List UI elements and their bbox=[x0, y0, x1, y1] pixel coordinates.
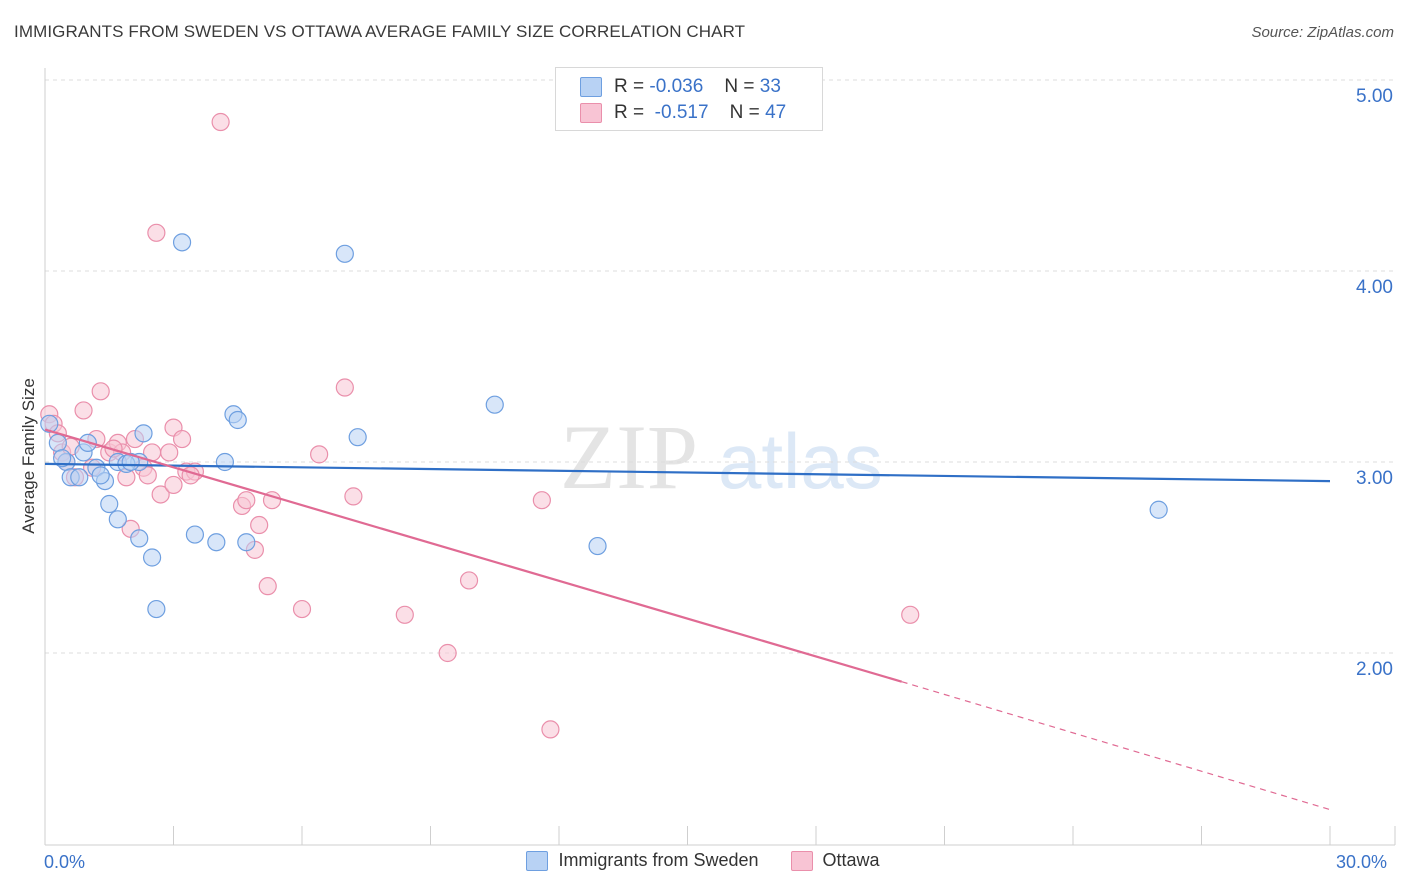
ottawa-point bbox=[164, 475, 183, 495]
data-points bbox=[40, 112, 1168, 739]
sweden-point bbox=[172, 233, 192, 252]
watermark-atlas: atlas bbox=[718, 417, 883, 505]
sweden-point bbox=[40, 414, 59, 433]
ottawa-point bbox=[160, 443, 179, 462]
y-axis-label: Average Family Size bbox=[19, 378, 38, 534]
sweden-point bbox=[121, 452, 140, 472]
sweden-point bbox=[147, 599, 166, 619]
y-tick-labels: 2.00 3.00 4.00 5.00 bbox=[1356, 86, 1393, 680]
source-label: Source: ZipAtlas.com bbox=[1251, 24, 1394, 41]
trend-lines bbox=[44, 428, 1331, 811]
series-swatch-ottawa bbox=[790, 850, 813, 871]
ottawa-point bbox=[344, 487, 363, 506]
ottawa-point bbox=[335, 378, 354, 397]
watermark-zip: ZIP bbox=[560, 406, 698, 508]
sweden-point bbox=[588, 536, 607, 556]
ottawa-point bbox=[237, 491, 256, 510]
ottawa-point bbox=[74, 401, 93, 420]
sweden-point bbox=[70, 468, 89, 487]
chart-title: IMMIGRANTS FROM SWEDEN VS OTTAWA AVERAGE… bbox=[14, 22, 746, 41]
legend-r-ottawa: -0.517 bbox=[654, 102, 709, 123]
legend-n-label: N = bbox=[724, 76, 755, 97]
sweden-point bbox=[485, 395, 504, 414]
ottawa-point bbox=[172, 429, 192, 449]
sweden-point bbox=[335, 244, 354, 263]
sweden-point bbox=[207, 533, 226, 552]
sweden-point bbox=[348, 428, 367, 447]
ottawa-point bbox=[151, 485, 170, 504]
y-tick-label: 5.00 bbox=[1356, 86, 1393, 107]
legend-swatch-sweden bbox=[580, 77, 602, 97]
x-tick-label-min: 0.0% bbox=[44, 852, 86, 872]
y-tick-label: 4.00 bbox=[1356, 277, 1393, 298]
y-tick-label: 2.00 bbox=[1356, 659, 1393, 680]
legend-r-label: R = bbox=[614, 102, 645, 123]
legend-row-ottawa: R = -0.517 N = 47 bbox=[580, 100, 786, 126]
ottawa-point bbox=[91, 382, 110, 401]
series-legend-sweden: Immigrants from Sweden bbox=[526, 850, 759, 871]
legend-r-label: R = bbox=[614, 76, 645, 97]
sweden-point bbox=[91, 466, 110, 485]
ottawa-point bbox=[211, 112, 230, 132]
ottawa-point bbox=[292, 599, 312, 619]
ottawa-point bbox=[459, 571, 479, 590]
legend-n-ottawa: 47 bbox=[765, 102, 787, 123]
x-tick-label-max: 30.0% bbox=[1336, 852, 1388, 872]
ottawa-trend-line bbox=[44, 428, 902, 683]
sweden-point bbox=[48, 433, 67, 452]
ottawa-point bbox=[901, 605, 920, 624]
ottawa-point bbox=[438, 643, 457, 663]
sweden-point bbox=[185, 525, 205, 544]
legend-swatch-ottawa bbox=[580, 103, 602, 123]
ottawa-point bbox=[395, 605, 414, 624]
sweden-point bbox=[1149, 500, 1168, 519]
grid-lines bbox=[45, 79, 1395, 654]
correlation-legend: R = -0.036 N = 33 R = -0.517 N = 47 bbox=[555, 67, 823, 131]
ottawa-point bbox=[310, 445, 329, 464]
sweden-point bbox=[130, 529, 149, 548]
y-tick-label: 3.00 bbox=[1356, 468, 1393, 489]
legend-n-label: N = bbox=[729, 102, 760, 123]
sweden-point bbox=[108, 510, 127, 529]
ottawa-point bbox=[138, 466, 157, 485]
ottawa-point bbox=[258, 577, 277, 596]
ottawa-point bbox=[541, 720, 560, 739]
legend-r-sweden: -0.036 bbox=[649, 76, 704, 97]
series-swatch-sweden bbox=[526, 850, 549, 871]
sweden-point bbox=[100, 494, 119, 514]
ottawa-point bbox=[181, 466, 200, 485]
sweden-point bbox=[215, 452, 234, 472]
series-label-sweden: Immigrants from Sweden bbox=[558, 850, 759, 870]
watermark: ZIP atlas bbox=[560, 406, 883, 508]
series-legend: Immigrants from Sweden Ottawa bbox=[0, 850, 1406, 871]
sweden-trend-line bbox=[44, 462, 1331, 483]
axes bbox=[44, 68, 1396, 846]
sweden-point bbox=[228, 410, 247, 430]
series-label-ottawa: Ottawa bbox=[822, 850, 880, 870]
sweden-point bbox=[134, 424, 153, 443]
legend-row-sweden: R = -0.036 N = 33 bbox=[580, 74, 781, 100]
ottawa-trend-extension bbox=[901, 681, 1331, 811]
legend-n-sweden: 33 bbox=[759, 76, 781, 97]
sweden-point bbox=[142, 548, 162, 567]
ottawa-point bbox=[147, 223, 166, 242]
ottawa-point bbox=[532, 491, 551, 510]
series-legend-ottawa: Ottawa bbox=[790, 850, 880, 871]
sweden-point bbox=[53, 449, 72, 468]
ottawa-point bbox=[250, 515, 269, 535]
sweden-point bbox=[237, 533, 256, 552]
